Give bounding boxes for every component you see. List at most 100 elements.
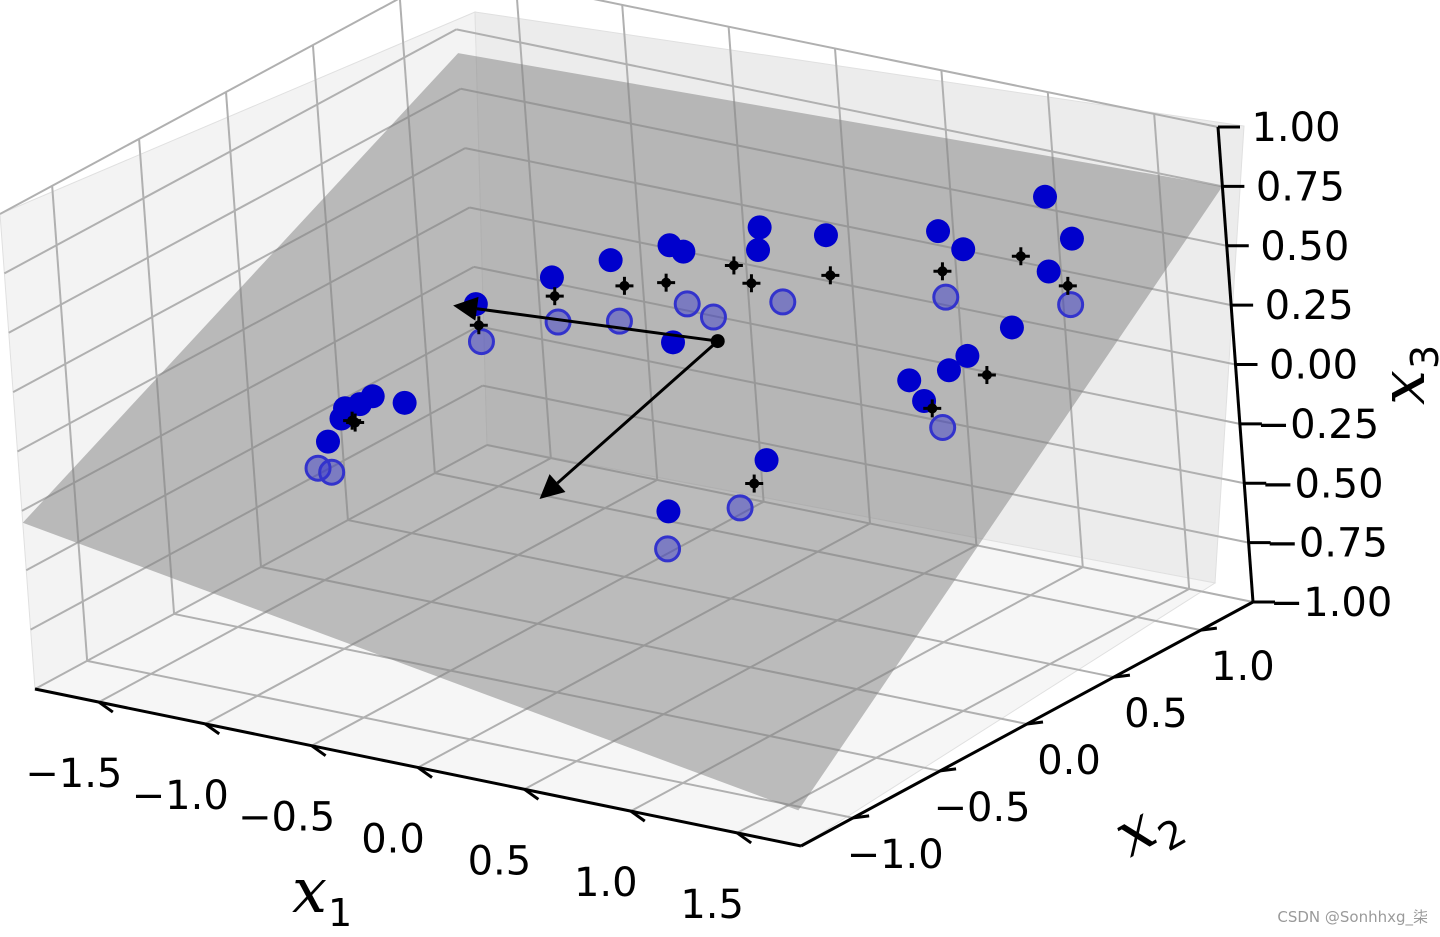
x-tick-label: 0.0 xyxy=(361,817,425,863)
y-tick-label: −0.5 xyxy=(934,785,1031,831)
y-tick-label: 0.5 xyxy=(1124,691,1188,737)
projection-mark-dot xyxy=(927,403,938,414)
x-tick xyxy=(204,722,221,736)
x-tick xyxy=(736,831,753,845)
projection-mark xyxy=(545,287,564,306)
vector-arrowhead xyxy=(453,296,479,321)
y-tick-label: 0.0 xyxy=(1037,738,1101,784)
data-point xyxy=(746,238,771,263)
z-tick-label: −0.50 xyxy=(1261,461,1384,507)
projection-mark-dot xyxy=(825,270,836,281)
projected-point xyxy=(673,290,701,318)
data-point xyxy=(999,315,1024,340)
y-tick-label: 1.0 xyxy=(1211,644,1275,690)
z-axis-label-text: x xyxy=(1366,370,1439,405)
projected-point xyxy=(932,283,960,311)
y-tick-label: −1.0 xyxy=(847,832,944,878)
projected-point xyxy=(929,413,957,441)
projection-mark-dot xyxy=(347,415,358,426)
x-tick-label: 0.5 xyxy=(468,838,532,884)
projection-mark xyxy=(724,256,743,275)
projection-mark xyxy=(469,316,488,335)
vector-shaft xyxy=(476,307,718,343)
projection-mark xyxy=(343,411,362,430)
watermark: CSDN @Sonhhxg_柒 xyxy=(1277,908,1428,926)
projection-mark-dot xyxy=(619,280,630,291)
vector-arrowhead xyxy=(539,474,566,499)
x-tick xyxy=(310,744,327,757)
projection-mark-dot xyxy=(661,277,672,288)
projection-mark-dot xyxy=(749,478,760,489)
z-tick-label: −0.75 xyxy=(1265,521,1388,567)
projection-mark xyxy=(977,366,996,385)
data-point xyxy=(329,406,354,431)
data-point xyxy=(347,392,372,417)
grid-line-z xyxy=(3,28,457,275)
x-tick xyxy=(523,788,540,801)
projection-mark xyxy=(745,474,764,493)
projection-mark-dot xyxy=(549,291,560,302)
data-point xyxy=(747,215,772,240)
projection-mark-dot xyxy=(728,260,739,271)
data-point xyxy=(813,223,838,248)
data-point xyxy=(1033,184,1058,209)
x-tick-label: 1.0 xyxy=(574,860,638,906)
y-tick xyxy=(852,814,870,820)
z-tick-label: −1.00 xyxy=(1270,580,1393,626)
data-point xyxy=(671,239,696,264)
z-axis-label-subscript: 3 xyxy=(1403,345,1440,369)
data-point xyxy=(1059,226,1084,251)
data-point xyxy=(1036,259,1061,284)
projected-point xyxy=(654,535,682,563)
x-axis-label-subscript: 1 xyxy=(328,891,352,935)
y-tick xyxy=(939,767,957,773)
projection-mark xyxy=(821,266,840,285)
data-point xyxy=(936,358,961,383)
x-axis-label-text: x xyxy=(292,854,327,927)
z-tick-label: 0.75 xyxy=(1256,164,1345,210)
data-point xyxy=(754,448,779,473)
y-axis-label: x2 xyxy=(1101,790,1194,871)
projection-mark xyxy=(742,274,761,293)
z-tick-label: 0.25 xyxy=(1265,283,1354,329)
projected-point xyxy=(726,494,754,522)
projection-mark xyxy=(1058,276,1077,295)
projected-point xyxy=(769,288,797,316)
projection-mark-dot xyxy=(746,278,757,289)
projection-mark-dot xyxy=(1015,251,1026,262)
x-tick xyxy=(97,700,114,714)
component-vectors xyxy=(453,296,725,499)
data-point xyxy=(656,499,681,524)
projected-point xyxy=(699,303,727,331)
data-points xyxy=(304,184,1085,563)
x-tick xyxy=(417,766,433,779)
projection-mark-dot xyxy=(981,370,992,381)
y-tick xyxy=(1026,720,1044,726)
projection-mark-dot xyxy=(473,320,484,331)
x-tick-label: 1.5 xyxy=(680,882,744,928)
data-point xyxy=(955,343,980,368)
tick-labels: −1.5 −1.0 −0.5 0.0 0.5 1.0 1.5−1.0−0.50.00.51.… xyxy=(25,105,1392,928)
x-tick xyxy=(629,809,646,823)
projection-mark xyxy=(1011,247,1030,266)
data-point xyxy=(539,265,564,290)
vector-origin xyxy=(710,334,725,349)
projection-mark-dot xyxy=(937,266,948,277)
projected-point xyxy=(467,328,495,356)
data-point xyxy=(897,368,922,393)
projected-point xyxy=(304,454,332,482)
projection-mark xyxy=(657,273,676,292)
vector-shaft xyxy=(556,339,719,485)
data-point xyxy=(392,390,417,415)
z-axis-label: x3 xyxy=(1366,345,1440,405)
z-tick-label: −0.25 xyxy=(1257,402,1380,448)
grid-line-z xyxy=(8,87,462,334)
y-tick xyxy=(1113,673,1131,679)
z-tick-label: 0.50 xyxy=(1260,224,1349,270)
grid-line-z xyxy=(456,28,1223,188)
data-point xyxy=(926,219,951,244)
projection-mark xyxy=(615,276,634,295)
projection-mark xyxy=(933,262,952,281)
